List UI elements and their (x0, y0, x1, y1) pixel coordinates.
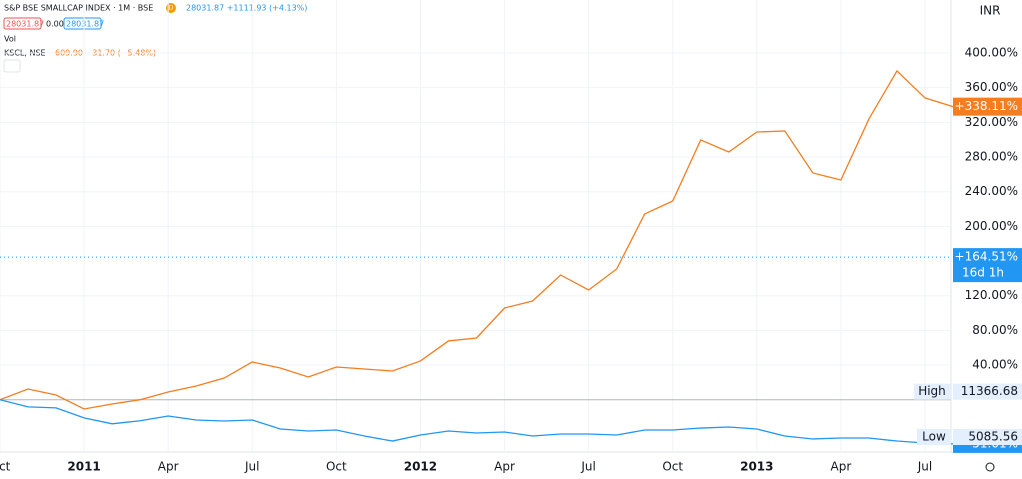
high-price: 11366.68 (961, 384, 1018, 398)
y-tick-label: 360.00% (965, 80, 1018, 94)
ask-box (63, 17, 102, 30)
x-tick-label: Oct (662, 460, 683, 474)
x-tick-label: Jul (244, 460, 259, 474)
series-line (0, 399, 954, 445)
x-tick-label: Jul (580, 460, 595, 474)
low-price: 5085.56 (968, 430, 1018, 444)
x-tick-label: Oct (0, 460, 11, 474)
y-tick-label: 280.00% (965, 150, 1018, 164)
y-tick-label: 400.00% (965, 46, 1018, 60)
crosshair-time: 16d 1h (962, 266, 1004, 280)
x-tick-label: 2013 (740, 460, 773, 474)
x-tick-label: Apr (494, 460, 515, 474)
x-tick-label: Oct (326, 460, 347, 474)
series-line (0, 69, 954, 410)
bid-box (3, 17, 42, 30)
badge: D (169, 5, 174, 12)
collapse-button[interactable] (3, 59, 21, 73)
x-tick-label: Jul (917, 460, 932, 474)
x-tick-label: 2011 (67, 460, 100, 474)
last-value-box (953, 97, 1022, 116)
symbol: S&P BSE SMALLCAP INDEX · 1M · BSE (4, 4, 153, 13)
high-price-box (953, 383, 1022, 400)
low-price-box (953, 429, 1022, 445)
x-tick-label: Apr (158, 460, 179, 474)
low-label: Low (922, 430, 946, 444)
y-tick-label: 200.00% (965, 219, 1018, 233)
y-tick-label: 240.00% (965, 184, 1018, 198)
settings-icon[interactable] (985, 462, 995, 472)
high-label: High (918, 384, 946, 398)
spread: 0.00 (46, 20, 64, 29)
x-tick-label: 2012 (404, 460, 437, 474)
crosshair-label: +164.51% (955, 250, 1018, 264)
last-value-label: +338.11% (955, 99, 1018, 113)
quote: 28031.87 +1111.93 (+4.13%) (186, 4, 307, 13)
low-tag (917, 429, 951, 445)
y-tick-label: 320.00% (965, 115, 1018, 129)
bid: 28031.87 (6, 20, 44, 29)
y-tick-label: 40.00% (972, 358, 1018, 372)
crosshair-box (953, 248, 1022, 283)
x-tick-label: Apr (831, 460, 852, 474)
ask: 28031.87 (66, 20, 104, 29)
y-tick-label: 80.00% (972, 323, 1018, 337)
high-tag (914, 383, 951, 400)
vol: Vol (4, 35, 16, 44)
currency: INR (980, 4, 1001, 18)
y-tick-label: 120.00% (965, 288, 1018, 302)
